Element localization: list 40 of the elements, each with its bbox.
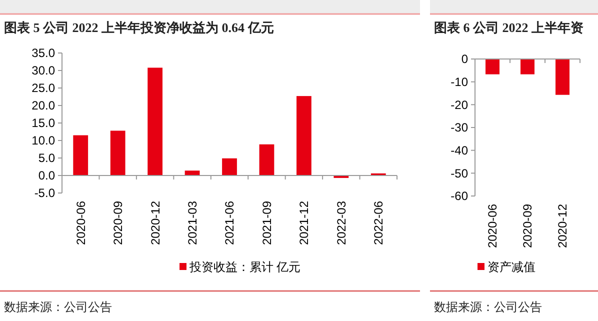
x-tick-label: 2021-06 — [222, 200, 237, 246]
legend-label: 资产减值 — [488, 260, 536, 274]
y-tick-label: 10.0 — [32, 134, 56, 148]
bar — [259, 144, 274, 176]
bar — [148, 68, 162, 176]
chart-title: 图表 5 公司 2022 上半年投资净收益为 0.64 亿元 — [4, 20, 274, 35]
y-tick-label: -10 — [450, 75, 468, 90]
bar — [222, 158, 237, 176]
y-tick-label: -50 — [450, 166, 468, 180]
source-note: 数据来源：公司公告 — [434, 300, 542, 314]
bar — [296, 96, 312, 176]
x-tick-label: 2020-12 — [148, 200, 162, 246]
y-tick-label: 5.0 — [38, 151, 56, 166]
y-tick-label: 0.0 — [38, 168, 56, 183]
x-tick-label: 2022-06 — [372, 200, 386, 246]
y-tick-label: 35.0 — [32, 46, 56, 60]
x-tick-label: 2020-06 — [74, 200, 88, 246]
y-tick-label: -30 — [450, 120, 468, 135]
x-tick-label: 2020-09 — [520, 204, 535, 248]
y-tick-label: 20.0 — [32, 98, 56, 113]
x-tick-label: 2020-09 — [111, 200, 126, 246]
y-tick-label: 15.0 — [32, 116, 56, 130]
y-tick-label: 0 — [461, 52, 468, 66]
legend-label: 投资收益：累计 亿元 — [188, 260, 300, 274]
chart-title: 图表 6 公司 2022 上半年资 — [434, 20, 584, 35]
x-tick-label: 2022-03 — [334, 200, 348, 246]
y-tick-label: -60 — [450, 189, 468, 204]
y-tick-label: 30.0 — [32, 64, 56, 78]
y-tick-label: -20 — [450, 98, 468, 112]
x-tick-label: 2020-06 — [486, 204, 500, 248]
bar — [110, 130, 126, 176]
x-tick-label: 2020-12 — [556, 204, 570, 248]
x-tick-label: 2021-09 — [260, 200, 274, 246]
y-tick-label: 25.0 — [32, 81, 56, 96]
bar — [73, 135, 88, 176]
x-tick-label: 2021-03 — [185, 200, 200, 246]
source-note: 数据来源：公司公告 — [4, 300, 112, 314]
y-tick-label: -5.0 — [34, 186, 56, 200]
y-tick-label: -40 — [450, 144, 468, 158]
x-tick-label: 2021-12 — [297, 200, 312, 246]
